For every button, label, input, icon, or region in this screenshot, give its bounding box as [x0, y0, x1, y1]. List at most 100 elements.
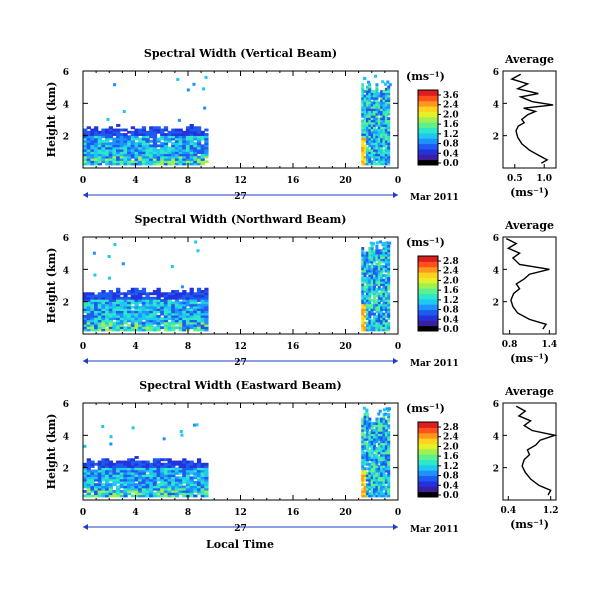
heatmap-cell: [382, 442, 386, 446]
heatmap-cell: [174, 157, 180, 161]
heatmap-cell: [370, 114, 374, 118]
heatmap-cell: [377, 274, 381, 278]
heatmap-cell: [101, 133, 106, 136]
heatmap-cell: [94, 321, 99, 325]
heatmap-cell: [83, 467, 88, 471]
heatmap-cell: [145, 321, 150, 325]
heatmap-cell: [196, 130, 202, 134]
heatmap-cell: [86, 153, 91, 157]
y-tick-label: 6: [63, 68, 69, 78]
heatmap-cell: [83, 308, 88, 311]
heatmap-cell: [152, 487, 158, 491]
heatmap-cell: [361, 310, 365, 314]
heatmap-cell: [101, 314, 106, 318]
heatmap-cell: [145, 303, 150, 307]
heatmap-cell: [377, 467, 381, 471]
heatmap-cell: [196, 478, 202, 482]
heatmap-cell: [94, 155, 99, 159]
profile-x-tick-label: 0.8: [502, 340, 518, 350]
heatmap-cell: [97, 146, 102, 150]
heatmap-cell: [361, 428, 365, 432]
heatmap-cell: [127, 460, 132, 464]
heatmap-cell: [204, 310, 209, 314]
heatmap-cell: [94, 469, 99, 473]
heatmap-cell: [363, 471, 367, 475]
heatmap-cell: [108, 294, 113, 298]
heatmap-cell: [152, 321, 158, 325]
colorbar-tick-label: 1.2: [443, 462, 459, 472]
heatmap-cell: [382, 269, 386, 273]
heatmap-cell: [134, 471, 139, 475]
heatmap-cell: [138, 308, 143, 311]
heatmap-cell: [365, 424, 369, 428]
heatmap-cell: [152, 162, 158, 166]
heatmap-cell: [196, 465, 202, 468]
heatmap-cell: [127, 312, 132, 316]
heatmap-cell: [160, 485, 165, 489]
heatmap-cell: [363, 476, 367, 480]
heatmap-cell: [101, 319, 106, 323]
heatmap-cell: [361, 256, 365, 259]
heatmap-cell: [134, 456, 139, 459]
heatmap-cell: [373, 285, 377, 289]
heatmap-cell: [193, 489, 198, 493]
heatmap-cell: [152, 155, 158, 159]
heatmap-cell: [123, 162, 128, 166]
heatmap-cell: [182, 314, 187, 318]
heatmap-cell: [167, 492, 172, 496]
heatmap-cell: [127, 148, 132, 152]
heatmap-cell: [83, 301, 88, 305]
heatmap-cell: [373, 456, 377, 459]
heatmap-cell: [200, 162, 205, 166]
heatmap-cell: [384, 101, 388, 105]
heatmap-cell: [178, 148, 183, 152]
heatmap-cell: [180, 433, 184, 437]
heatmap-cell: [101, 483, 106, 487]
heatmap-cell: [83, 317, 88, 321]
heatmap-cell: [149, 328, 154, 332]
heatmap-cell: [112, 137, 117, 141]
heatmap-cell: [380, 280, 384, 284]
heatmap-cell: [109, 442, 113, 446]
heatmap-cell: [375, 112, 379, 116]
heatmap-cell: [380, 419, 384, 423]
heatmap-cell: [196, 126, 202, 130]
heatmap-cell: [86, 305, 91, 309]
heatmap-cell: [375, 467, 379, 471]
heatmap-cell: [382, 244, 386, 248]
heatmap-cell: [380, 451, 384, 455]
heatmap-cell: [368, 92, 372, 96]
heatmap-cell: [94, 314, 99, 318]
heatmap-cell: [116, 478, 121, 482]
heatmap-cell: [388, 83, 392, 87]
heatmap-cell: [108, 290, 113, 293]
heatmap-cell: [127, 487, 132, 491]
heatmap-cell: [174, 317, 180, 321]
heatmap-cell: [370, 446, 374, 450]
heatmap-cell: [108, 308, 113, 311]
heatmap-cell: [375, 92, 379, 96]
heatmap-cell: [196, 146, 202, 150]
heatmap-cell: [112, 478, 117, 482]
heatmap-cell: [377, 437, 381, 441]
heatmap-cell: [167, 148, 172, 152]
heatmap-cell: [365, 326, 369, 330]
heatmap-cell: [116, 326, 121, 330]
heatmap-cell: [387, 101, 391, 105]
heatmap-cell: [112, 492, 117, 496]
heatmap-cell: [204, 301, 209, 305]
heatmap-cell: [171, 296, 176, 300]
heatmap-cell: [373, 321, 377, 325]
heatmap-cell: [119, 480, 125, 484]
heatmap-cell: [156, 126, 161, 130]
heatmap-cell: [202, 87, 206, 91]
heatmap-cell: [86, 148, 91, 152]
heatmap-cell: [196, 155, 202, 159]
heatmap-cell: [116, 130, 121, 134]
heatmap-cell: [370, 465, 374, 468]
heatmap-cell: [193, 483, 198, 487]
heatmap-cell: [365, 462, 369, 466]
heatmap-cell: [361, 103, 365, 107]
heatmap-cell: [363, 251, 367, 255]
heatmap-cell: [90, 326, 95, 330]
